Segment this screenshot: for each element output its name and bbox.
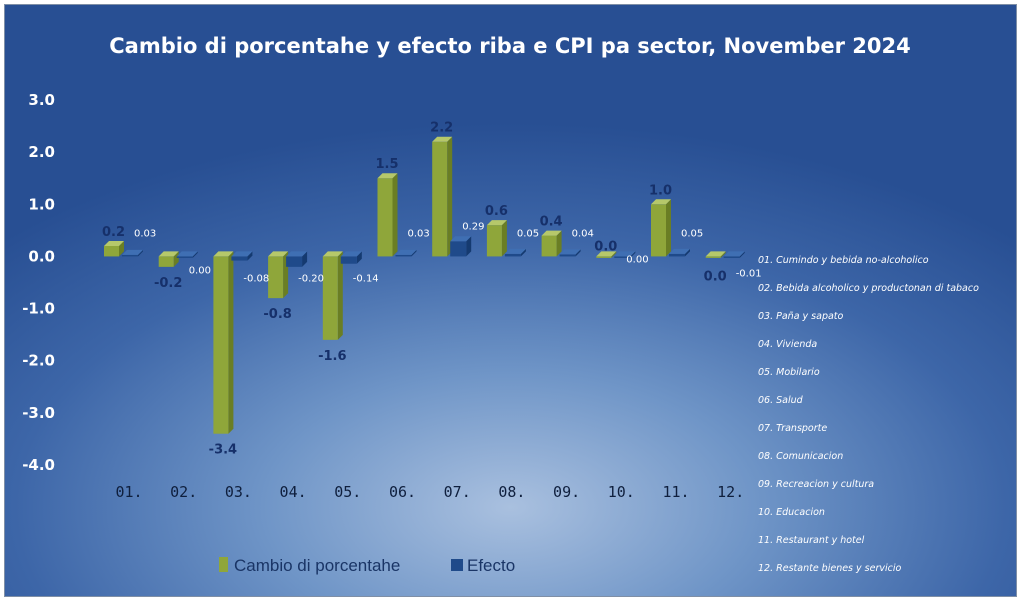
sector-legend-item: 12. Restante bienes y servicio bbox=[758, 563, 901, 574]
legend-swatch-cambio bbox=[219, 557, 228, 572]
data-label-efecto: -0.01 bbox=[736, 268, 762, 279]
bar-efecto bbox=[286, 251, 308, 267]
data-label-cambio: 0.6 bbox=[485, 204, 508, 219]
bar-efecto bbox=[723, 251, 745, 258]
data-label-efecto: 0.05 bbox=[517, 228, 539, 239]
chart-area: Cambio di porcentahe y efecto riba e CPI… bbox=[4, 4, 1017, 597]
bar-cambio bbox=[104, 241, 124, 257]
data-label-cambio: 0.0 bbox=[594, 239, 617, 254]
sector-legend-item: 02. Bebida alcoholico y productonan di t… bbox=[758, 283, 979, 294]
data-label-cambio: -0.8 bbox=[263, 307, 291, 322]
sector-legend-item: 11. Restaurant y hotel bbox=[758, 535, 865, 546]
data-label-efecto: -0.20 bbox=[298, 273, 324, 284]
bar-cambio bbox=[158, 251, 179, 267]
bar-series bbox=[104, 136, 745, 434]
data-label-efecto: 0.00 bbox=[626, 254, 648, 265]
data-labels: 0.2 0.03 -0.2 0.00 -3.4 -0.08 -0.8 -0.20 -1.6 -0.… bbox=[102, 121, 762, 458]
bar-efecto bbox=[614, 251, 636, 258]
bar-cambio bbox=[432, 136, 453, 257]
data-label-efecto: 0.03 bbox=[134, 228, 156, 239]
bar-chart: Cambio di porcentahe y efecto riba e CPI… bbox=[22, 34, 979, 575]
y-tick-label: 2.0 bbox=[28, 143, 55, 161]
data-label-cambio: 0.2 bbox=[102, 225, 125, 240]
x-tick-label: 10. bbox=[608, 483, 635, 501]
bar-efecto bbox=[559, 249, 581, 257]
bar-cambio bbox=[596, 251, 617, 258]
x-tick-label: 12. bbox=[717, 483, 744, 501]
x-tick-label: 07. bbox=[444, 483, 471, 501]
bar-efecto bbox=[122, 249, 143, 257]
bar-cambio bbox=[377, 173, 398, 257]
y-tick-label: -1.0 bbox=[22, 300, 55, 318]
sector-legend-item: 01. Cumindo y bebida no-alcoholico bbox=[758, 255, 929, 266]
data-label-cambio: -3.4 bbox=[209, 443, 237, 458]
x-axis: 01. 02. 03. 04. 05. 06. 07. 08. 09. 10. 11. 12. bbox=[115, 483, 744, 501]
bar-cambio bbox=[322, 251, 343, 340]
y-tick-label: 3.0 bbox=[28, 91, 55, 109]
x-tick-label: 09. bbox=[553, 483, 580, 501]
chart-title: Cambio di porcentahe y efecto riba e CPI… bbox=[109, 34, 910, 58]
sector-legend-item: 04. Vivienda bbox=[758, 339, 817, 350]
bar-efecto bbox=[395, 249, 417, 257]
legend-label-efecto: Efecto bbox=[467, 556, 515, 575]
y-tick-label: -3.0 bbox=[22, 404, 55, 422]
bar-cambio bbox=[705, 251, 726, 258]
x-tick-label: 01. bbox=[115, 483, 142, 501]
x-tick-label: 06. bbox=[389, 483, 416, 501]
bar-cambio bbox=[541, 230, 562, 257]
y-axis: 3.0 2.0 1.0 0.0 -1.0 -2.0 -3.0 -4.0 bbox=[22, 91, 55, 474]
bar-efecto bbox=[231, 251, 253, 261]
data-label-cambio: 1.0 bbox=[649, 183, 672, 198]
bar-cambio bbox=[486, 220, 507, 257]
data-label-cambio: 1.5 bbox=[375, 157, 398, 172]
data-label-efecto: 0.05 bbox=[681, 228, 703, 239]
bar-efecto bbox=[504, 248, 526, 257]
data-label-efecto: -0.14 bbox=[353, 273, 379, 284]
data-label-cambio: -0.2 bbox=[154, 276, 182, 291]
bar-efecto bbox=[450, 236, 472, 257]
data-label-efecto: -0.08 bbox=[243, 273, 269, 284]
data-label-efecto: 0.03 bbox=[408, 228, 430, 239]
x-tick-label: 02. bbox=[170, 483, 197, 501]
sector-legend-item: 06. Salud bbox=[758, 395, 804, 406]
sector-legend: 01. Cumindo y bebida no-alcoholico 02. Be… bbox=[758, 255, 979, 574]
data-label-cambio: 0.0 bbox=[704, 269, 727, 284]
sector-legend-item: 10. Educacion bbox=[758, 507, 825, 518]
sector-legend-item: 07. Transporte bbox=[758, 423, 827, 434]
y-tick-label: 1.0 bbox=[28, 195, 55, 213]
y-tick-label: 0.0 bbox=[28, 247, 55, 265]
data-label-cambio: 0.4 bbox=[540, 215, 563, 230]
x-tick-label: 03. bbox=[225, 483, 252, 501]
y-tick-label: -2.0 bbox=[22, 352, 55, 370]
data-label-cambio: -1.6 bbox=[318, 349, 346, 364]
sector-legend-item: 09. Recreacion y cultura bbox=[758, 479, 874, 490]
legend: Cambio di porcentahe Efecto bbox=[219, 556, 515, 575]
data-label-efecto: 0.00 bbox=[189, 265, 211, 276]
x-tick-label: 04. bbox=[280, 483, 307, 501]
legend-label-cambio: Cambio di porcentahe bbox=[234, 556, 400, 575]
bar-cambio bbox=[268, 251, 289, 299]
data-label-efecto: 0.29 bbox=[462, 221, 484, 232]
x-tick-label: 05. bbox=[334, 483, 361, 501]
bar-efecto bbox=[340, 251, 362, 264]
data-label-efecto: 0.04 bbox=[572, 228, 594, 239]
x-tick-label: 08. bbox=[498, 483, 525, 501]
sector-legend-item: 08. Comunicacion bbox=[758, 451, 843, 462]
bar-efecto bbox=[176, 251, 198, 258]
legend-swatch-efecto bbox=[451, 559, 463, 571]
x-tick-label: 11. bbox=[662, 483, 689, 501]
sector-legend-item: 03. Paña y sapato bbox=[758, 311, 844, 322]
sector-legend-item: 05. Mobilario bbox=[758, 367, 820, 378]
bar-efecto bbox=[669, 248, 690, 257]
data-label-cambio: 2.2 bbox=[430, 121, 453, 136]
bar-cambio bbox=[651, 199, 671, 257]
y-tick-label: -4.0 bbox=[22, 456, 55, 474]
bar-cambio bbox=[213, 251, 234, 434]
